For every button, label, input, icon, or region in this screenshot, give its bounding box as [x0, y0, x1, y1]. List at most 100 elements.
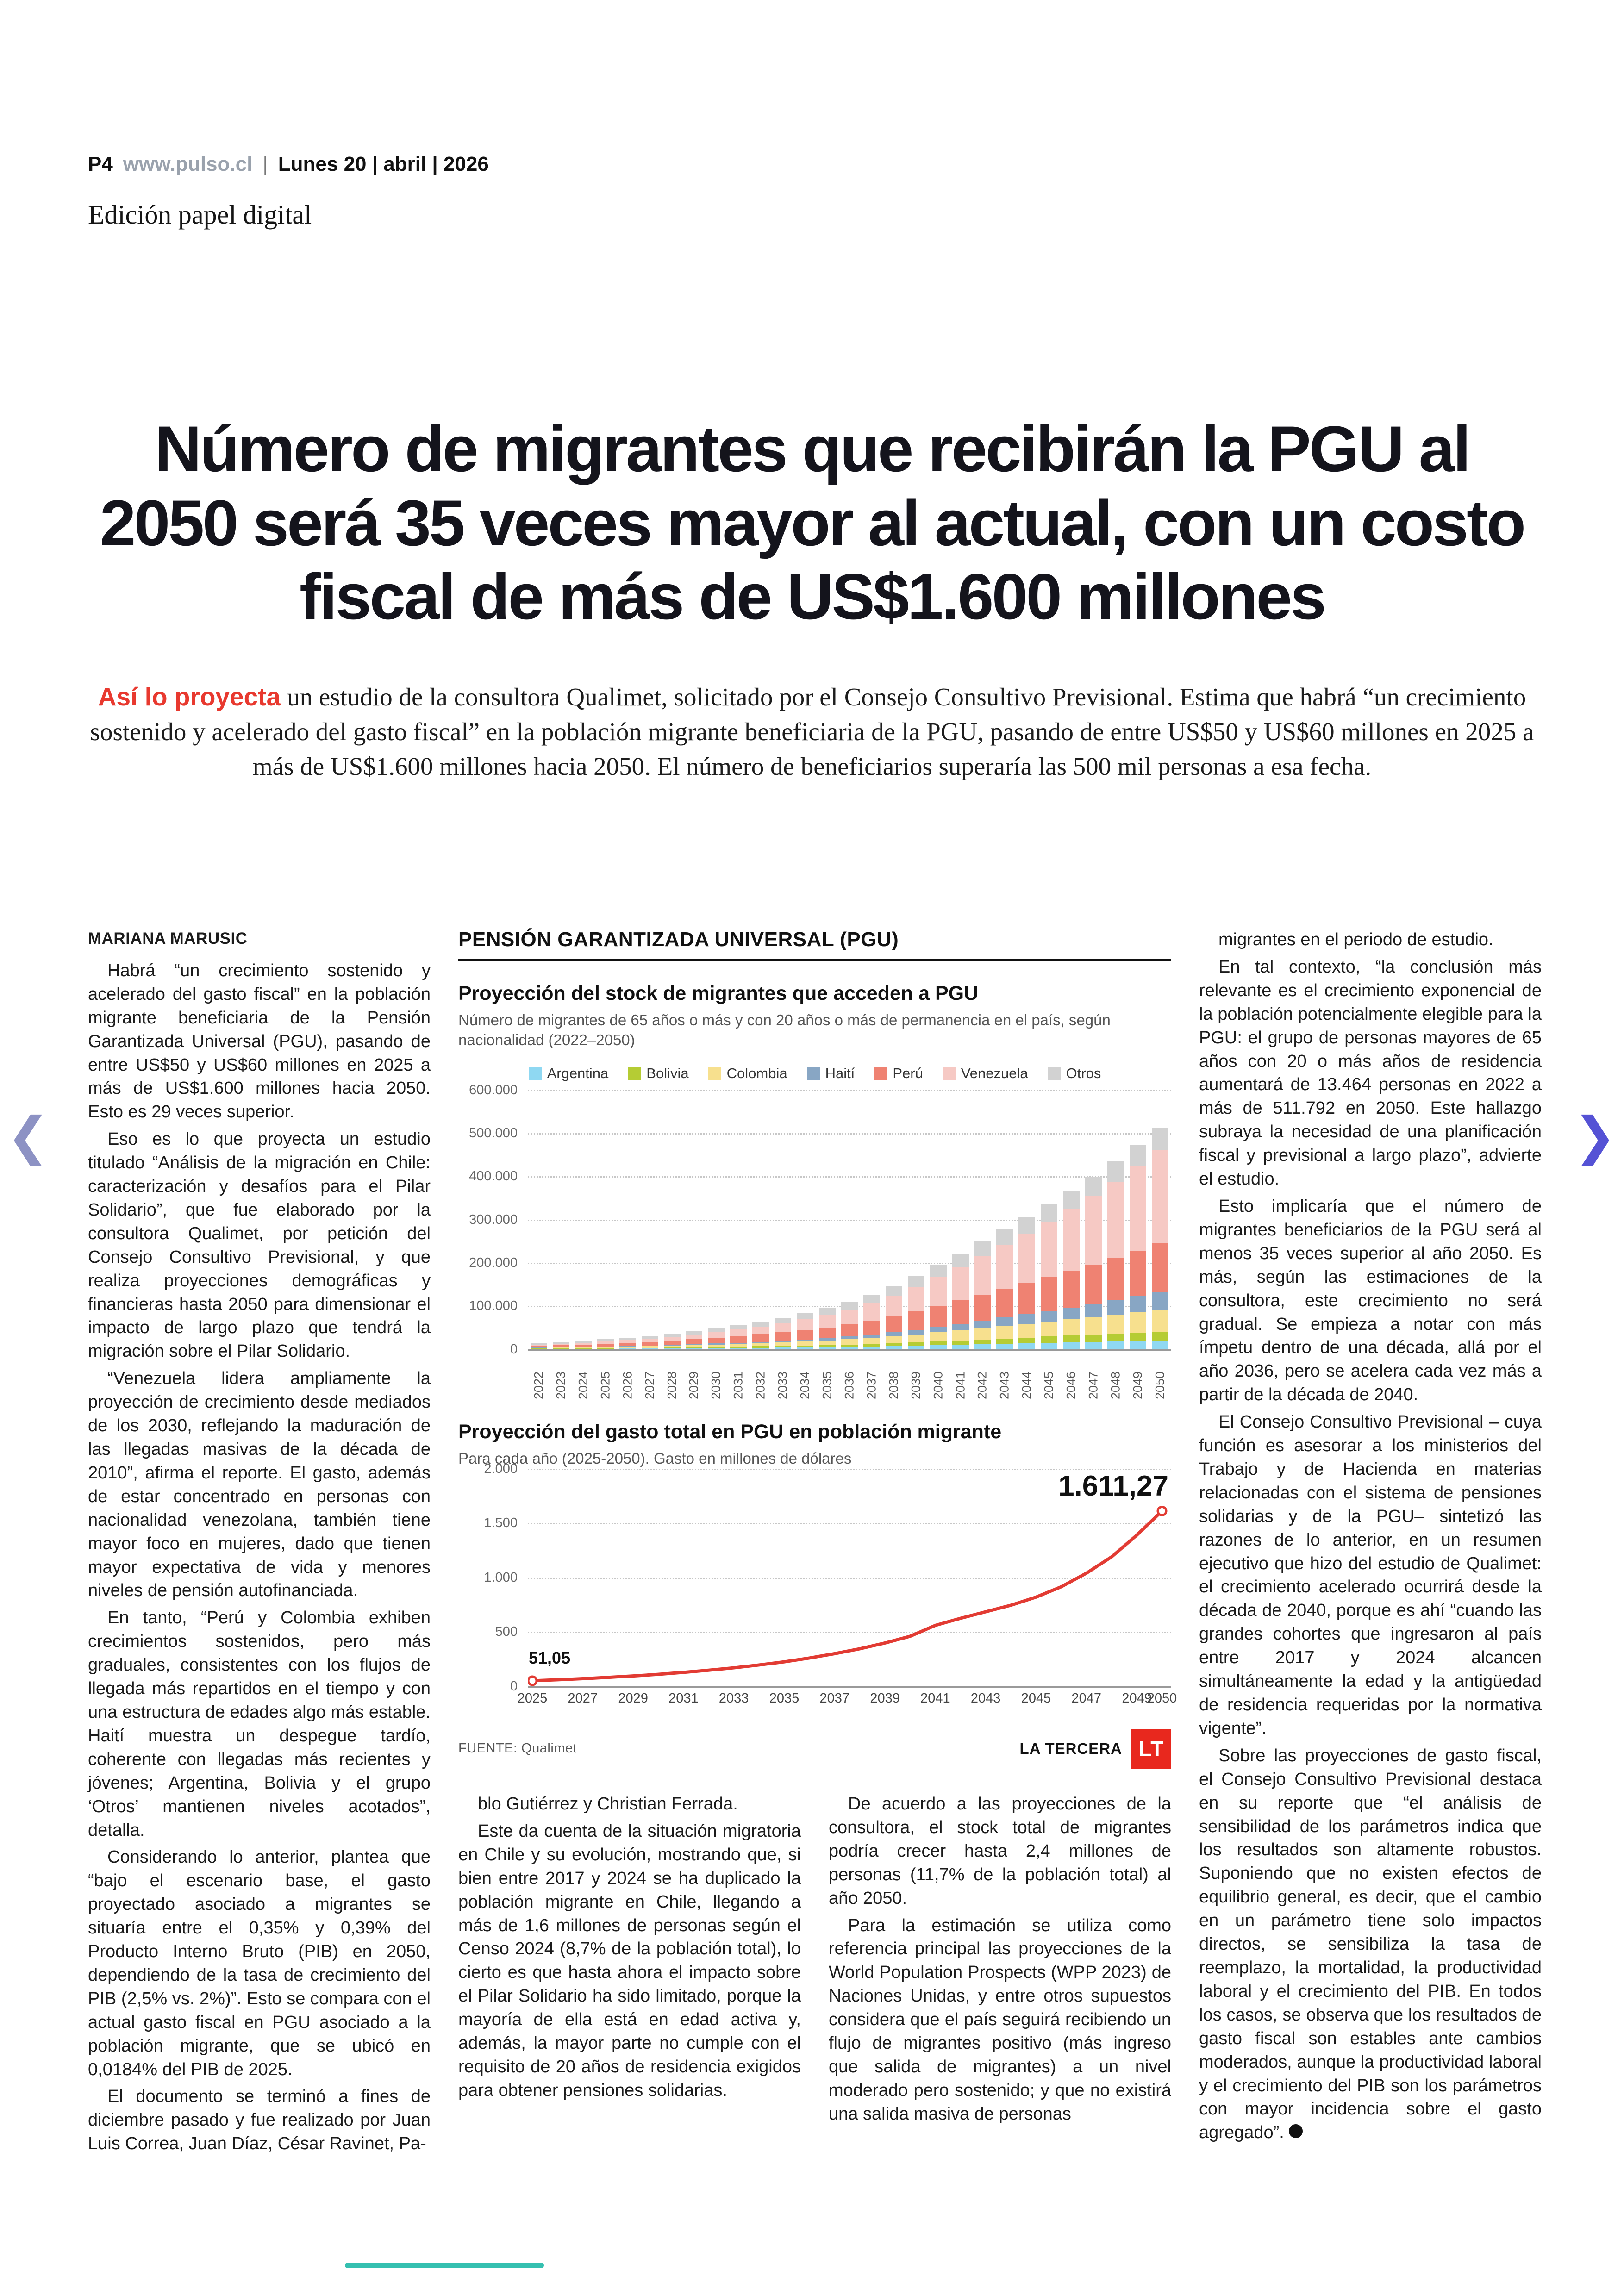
prev-page-button[interactable]: ❮	[6, 1107, 50, 1165]
bar-segment	[575, 1347, 592, 1348]
body-column-1: MARIANA MARUSIC Habrá “un crecimiento so…	[88, 928, 431, 2159]
stacked-bar	[952, 1254, 969, 1349]
y-tick-label: 1.000	[484, 1570, 518, 1585]
brand: LA TERCERA LT	[1020, 1728, 1171, 1769]
x-tick-label: 2029	[618, 1690, 648, 1706]
gridline	[528, 1686, 1171, 1688]
stacked-bar	[996, 1229, 1013, 1349]
bar-segment	[996, 1338, 1013, 1344]
bar-segment	[1151, 1243, 1168, 1292]
bar-segment	[907, 1334, 924, 1342]
bar-segment	[531, 1343, 547, 1345]
paragraph: Habrá “un crecimiento sostenido y aceler…	[88, 960, 431, 1122]
column-paragraphs: Habrá “un crecimiento sostenido y aceler…	[88, 959, 431, 2156]
x-tick-label: 2039	[870, 1690, 900, 1706]
line-y-axis: 2.000 1.500 1.000 500 0	[458, 1461, 518, 1694]
paragraph: De acuerdo a las proyecciones de la cons…	[829, 1794, 1171, 1908]
bar-segment	[1129, 1296, 1146, 1312]
infographic-footer: FUENTE: Qualimet LA TERCERA LT	[458, 1728, 1171, 1769]
bar-segment	[841, 1347, 858, 1349]
bar-segment	[907, 1346, 924, 1349]
bar-segment	[597, 1341, 614, 1344]
legend-swatch	[806, 1066, 820, 1080]
site-url[interactable]: www.pulso.cl	[123, 153, 253, 175]
y-tick-label: 200.000	[469, 1255, 518, 1271]
x-tick-label: 2025	[598, 1371, 612, 1399]
bar-segment	[841, 1339, 858, 1345]
paragraph: En tal contexto, “la conclusión más rele…	[1199, 957, 1542, 1189]
bar-segment	[686, 1335, 703, 1340]
bar-segment	[841, 1324, 858, 1337]
bar-segment	[974, 1321, 991, 1328]
masthead-separator: |	[262, 153, 268, 175]
bar-segment	[575, 1341, 592, 1343]
bar-segment	[708, 1328, 725, 1332]
x-tick-label: 2026	[620, 1371, 635, 1399]
bar-segment	[708, 1347, 725, 1348]
bar-segment	[952, 1267, 969, 1301]
bar-segment	[1041, 1336, 1058, 1343]
bar-segment	[1041, 1311, 1058, 1322]
gridline	[528, 1263, 1171, 1265]
bar-segment	[930, 1341, 947, 1346]
bar-segment	[885, 1332, 902, 1336]
legend-swatch	[1047, 1066, 1061, 1080]
next-page-button[interactable]: ❯	[1573, 1107, 1617, 1165]
gridline	[528, 1632, 1171, 1634]
bar-segment	[1151, 1309, 1168, 1332]
bar-segment	[686, 1347, 703, 1348]
paragraph: Para la estimación se utiliza como refer…	[829, 1915, 1171, 2124]
x-tick-label: 2046	[1064, 1371, 1078, 1399]
bar-segment	[841, 1344, 858, 1347]
stacked-bar	[531, 1343, 547, 1349]
bar-segment	[952, 1345, 969, 1349]
bar-segment	[663, 1341, 681, 1345]
bar-segment	[907, 1287, 924, 1311]
bar-segment	[575, 1344, 592, 1347]
bar-segment	[952, 1323, 969, 1330]
column-paragraphs: migrantes en el periodo de estudio. En ta…	[1199, 928, 1542, 2145]
x-tick-label: 2049	[1131, 1371, 1145, 1399]
bar-segment	[996, 1245, 1013, 1289]
la-tercera-logo: LT	[1131, 1728, 1171, 1769]
bar-segment	[708, 1348, 725, 1349]
bar-segment	[531, 1345, 547, 1346]
line-first-value-label: 51,05	[529, 1648, 571, 1667]
bar-segment	[686, 1348, 703, 1349]
bar-segment	[752, 1326, 769, 1335]
stacked-bar	[974, 1241, 991, 1349]
x-tick-label: 2035	[769, 1690, 800, 1706]
x-tick-label: 2025	[517, 1690, 548, 1706]
bar-segment	[974, 1241, 991, 1256]
stacked-bar	[752, 1322, 769, 1349]
stacked-bar	[663, 1334, 681, 1349]
x-tick-label: 2041	[920, 1690, 950, 1706]
gridline	[528, 1468, 1171, 1470]
y-tick-label: 2.000	[484, 1461, 518, 1476]
bar-segment	[930, 1345, 947, 1349]
stacked-bar	[841, 1302, 858, 1349]
bar-segment	[708, 1337, 725, 1344]
scrollbar-thumb[interactable]	[345, 2263, 544, 2268]
headline: Número de migrantes que recibirán la PGU…	[100, 412, 1526, 633]
bar-segment	[531, 1348, 547, 1349]
bar-segment	[775, 1323, 792, 1332]
paragraph: “Venezuela lidera ampliamente la proyecc…	[88, 1369, 431, 1601]
bar-segment	[1085, 1304, 1102, 1317]
bar-segment	[597, 1343, 614, 1347]
bar-segment	[863, 1335, 880, 1338]
bar-segment	[797, 1347, 814, 1349]
bar-segment	[841, 1302, 858, 1310]
bar-segment	[775, 1347, 792, 1349]
bar-segment	[1018, 1314, 1036, 1324]
paragraph: El Consejo Consultivo Previsional – cuya…	[1199, 1412, 1542, 1738]
bar-segment	[1107, 1258, 1124, 1300]
bar-segment	[686, 1345, 703, 1347]
bar-segment	[708, 1343, 725, 1345]
gridline	[528, 1133, 1171, 1135]
bar-segment	[818, 1345, 836, 1347]
page-number: P4	[88, 153, 113, 175]
bar-segment	[775, 1341, 792, 1343]
x-tick-label: 2038	[887, 1371, 901, 1399]
bar-segment	[1107, 1300, 1124, 1315]
